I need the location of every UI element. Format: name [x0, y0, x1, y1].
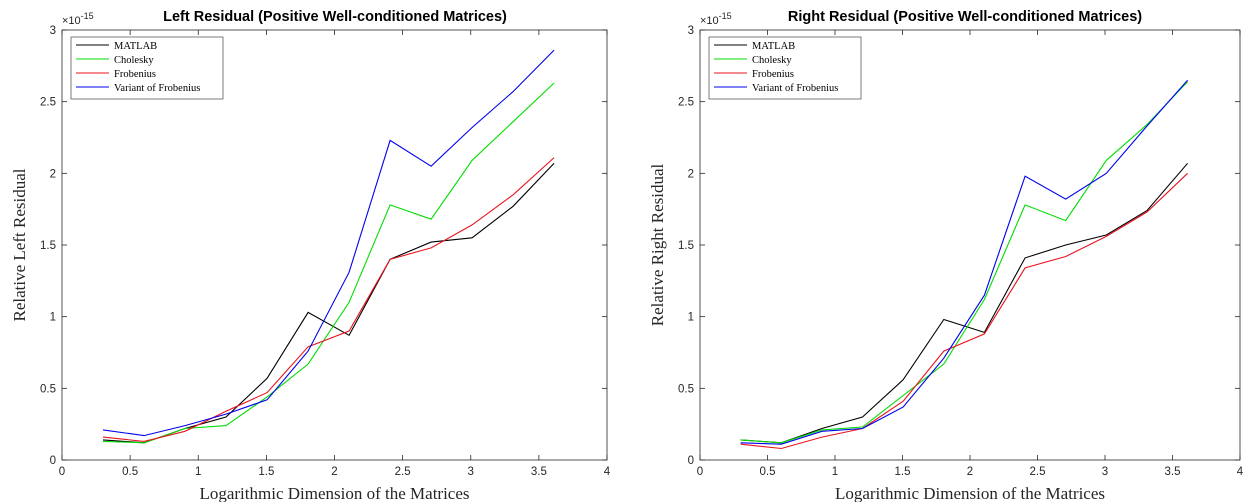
legend-label: Variant of Frobenius [752, 83, 838, 94]
legend-label: Frobenius [114, 69, 156, 80]
x-tick-label: 3 [468, 466, 474, 478]
x-tick-label: 3.5 [531, 466, 547, 478]
legend-label: Cholesky [752, 55, 792, 66]
y-tick-label: 2.5 [678, 97, 694, 109]
y-tick-label: 3 [50, 25, 56, 37]
chart-title: Right Residual (Positive Well-conditione… [788, 9, 1142, 25]
legend-label: Variant of Frobenius [114, 83, 200, 94]
series-line-frobenius [102, 157, 555, 442]
y-tick-label: 0.5 [678, 383, 694, 395]
x-tick-label: 0.5 [760, 466, 776, 478]
legend-label: MATLAB [114, 41, 157, 52]
y-exponent-power: -15 [719, 11, 732, 21]
y-tick-label: 2.5 [40, 97, 56, 109]
y-tick-label: 1 [50, 312, 56, 324]
series-line-variant-of-frobenius [740, 79, 1189, 445]
x-tick-label: 3.5 [1165, 466, 1181, 478]
plot-area [61, 29, 608, 461]
y-exponent-base: ×10 [700, 15, 719, 27]
y-exponent-power: -15 [81, 11, 94, 21]
series-line-cholesky [102, 82, 555, 444]
x-tick-label: 1.5 [895, 466, 911, 478]
x-tick-label: 3 [1102, 466, 1108, 478]
y-tick-label: 0 [688, 455, 694, 467]
legend-label: Frobenius [752, 69, 794, 80]
x-tick-label: 0 [59, 466, 65, 478]
legend-label: Cholesky [114, 55, 154, 66]
y-tick-label: 1.5 [678, 240, 694, 252]
y-exponent-label: ×10-15 [700, 11, 732, 27]
x-tick-label: 0 [697, 466, 703, 478]
x-tick-label: 2.5 [1030, 466, 1046, 478]
legend-box [70, 36, 224, 100]
x-tick-label: 4 [1237, 466, 1244, 478]
series-line-frobenius [740, 172, 1188, 450]
x-axis-label: Logarithmic Dimension of the Matrices [199, 484, 469, 502]
y-tick-label: 1.5 [40, 240, 56, 252]
x-axis-label: Logarithmic Dimension of the Matrices [835, 484, 1105, 502]
x-tick-label: 1 [195, 466, 201, 478]
legend-label: MATLAB [752, 41, 795, 52]
y-axis-label: Relative Right Residual [648, 164, 667, 327]
chart-2: Right Residual (Positive Well-conditione… [648, 9, 1244, 502]
x-tick-label: 0.5 [122, 466, 138, 478]
x-tick-label: 1.5 [258, 466, 274, 478]
x-tick-label: 2 [967, 466, 973, 478]
chart-title: Left Residual (Positive Well-conditioned… [163, 9, 507, 25]
y-tick-label: 0 [50, 455, 56, 467]
series-line-cholesky [740, 81, 1188, 444]
plot-area [699, 29, 1241, 461]
y-axis-label: Relative Left Residual [10, 168, 29, 321]
x-tick-label: 2.5 [395, 466, 411, 478]
legend-box [708, 36, 862, 100]
x-tick-label: 2 [331, 466, 337, 478]
y-tick-label: 0.5 [40, 383, 56, 395]
x-tick-label: 4 [604, 466, 611, 478]
series-line-variant-of-frobenius [102, 49, 555, 437]
y-tick-label: 3 [688, 25, 694, 37]
y-tick-label: 2 [50, 168, 56, 180]
y-tick-label: 1 [688, 312, 694, 324]
y-exponent-base: ×10 [62, 15, 81, 27]
x-tick-label: 1 [832, 466, 838, 478]
chart-1: Left Residual (Positive Well-conditioned… [10, 9, 611, 502]
y-tick-label: 2 [688, 168, 694, 180]
y-exponent-label: ×10-15 [62, 11, 94, 27]
